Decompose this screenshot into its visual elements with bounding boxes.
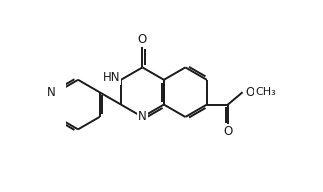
Text: O: O	[223, 125, 233, 138]
Text: O: O	[245, 86, 254, 99]
Text: O: O	[138, 33, 147, 46]
Text: CH₃: CH₃	[255, 87, 276, 97]
Text: HN: HN	[102, 71, 120, 84]
Text: N: N	[138, 110, 147, 123]
Text: N: N	[47, 86, 56, 99]
